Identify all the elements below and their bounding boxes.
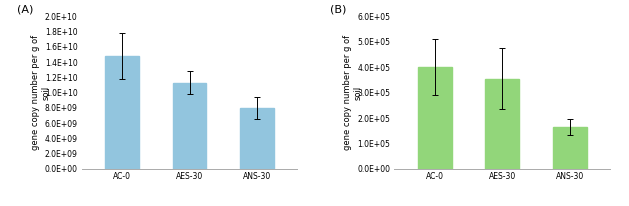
Bar <box>553 127 586 169</box>
Bar <box>173 83 206 169</box>
Bar <box>105 56 139 169</box>
Text: (B): (B) <box>330 4 346 14</box>
Bar <box>486 79 519 169</box>
Y-axis label: gene copy number per g of
soil: gene copy number per g of soil <box>343 35 363 150</box>
Text: (A): (A) <box>17 4 33 14</box>
Bar <box>240 108 274 169</box>
Bar <box>418 67 452 169</box>
Y-axis label: gene copy number per g of
soil: gene copy number per g of soil <box>31 35 50 150</box>
